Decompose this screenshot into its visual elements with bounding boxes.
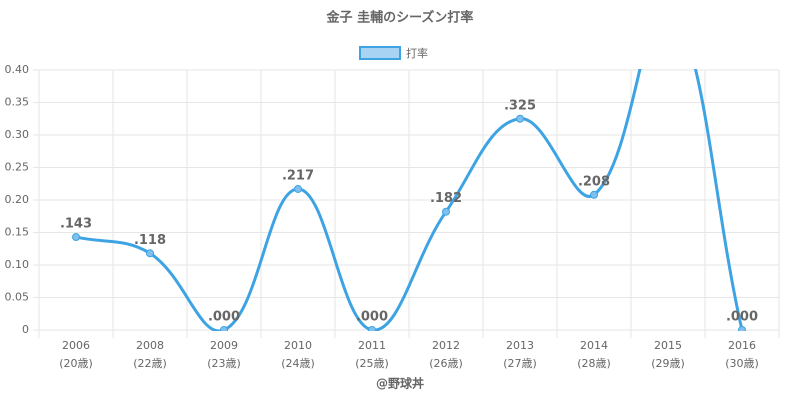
x-tick-label: 2009 (210, 339, 238, 352)
point (72, 233, 80, 242)
x-tick-label: 2011 (358, 339, 386, 352)
y-tick-label: 0.05 (5, 291, 30, 304)
x-tick-label: 2015 (654, 339, 682, 352)
data-label: .118 (134, 233, 166, 248)
x-tick-label: 2012 (432, 339, 460, 352)
point (368, 326, 376, 331)
y-tick-label: 0.15 (5, 226, 30, 239)
chart-title: 金子 圭輔のシーズン打率 (326, 10, 474, 26)
x-tick-label: 2006 (62, 339, 90, 352)
legend-label: 打率 (406, 46, 428, 60)
data-label: .000 (726, 310, 758, 325)
x-tick-label: 2016 (728, 339, 756, 352)
point (516, 114, 524, 123)
point (294, 184, 302, 193)
x-tick-label: 2013 (506, 339, 534, 352)
x-tick-label: 2010 (284, 339, 312, 352)
data-label: .143 (60, 217, 92, 232)
point (146, 249, 154, 258)
y-tick-label: 0.40 (5, 63, 30, 76)
x-age-label: (20歳) (59, 357, 93, 370)
data-label: .000 (208, 310, 240, 325)
x-age-label: (23歳) (207, 357, 241, 370)
x-age-label: (26歳) (429, 357, 463, 370)
y-tick-label: 0.20 (5, 193, 30, 206)
y-tick-label: 0.10 (5, 258, 30, 271)
data-label: .182 (430, 191, 462, 206)
x-age-label: (25歳) (355, 357, 389, 370)
x-tick-label: 2014 (580, 339, 608, 352)
data-label: .208 (578, 174, 610, 189)
x-age-label: (22歳) (133, 357, 167, 370)
point (590, 190, 598, 199)
data-label: .325 (504, 98, 536, 113)
point (738, 326, 746, 331)
x-age-label: (29歳) (651, 357, 685, 370)
y-tick-label: 0 (22, 323, 29, 336)
footer: @野球丼 (376, 376, 424, 391)
y-tick-label: 0.25 (5, 161, 30, 174)
data-label: .217 (282, 168, 314, 183)
legend-swatch (359, 46, 401, 60)
point (220, 326, 228, 331)
data-label: .000 (356, 310, 388, 325)
point (665, 2, 672, 9)
x-age-label: (27歳) (503, 357, 537, 370)
y-tick-label: 0.30 (5, 128, 30, 141)
y-tick-label: 0.35 (5, 96, 30, 109)
x-tick-label: 2008 (136, 339, 164, 352)
x-age-label: (28歳) (577, 357, 611, 370)
x-age-label: (30歳) (725, 357, 759, 370)
point (442, 207, 450, 216)
x-age-label: (24歳) (281, 357, 315, 370)
